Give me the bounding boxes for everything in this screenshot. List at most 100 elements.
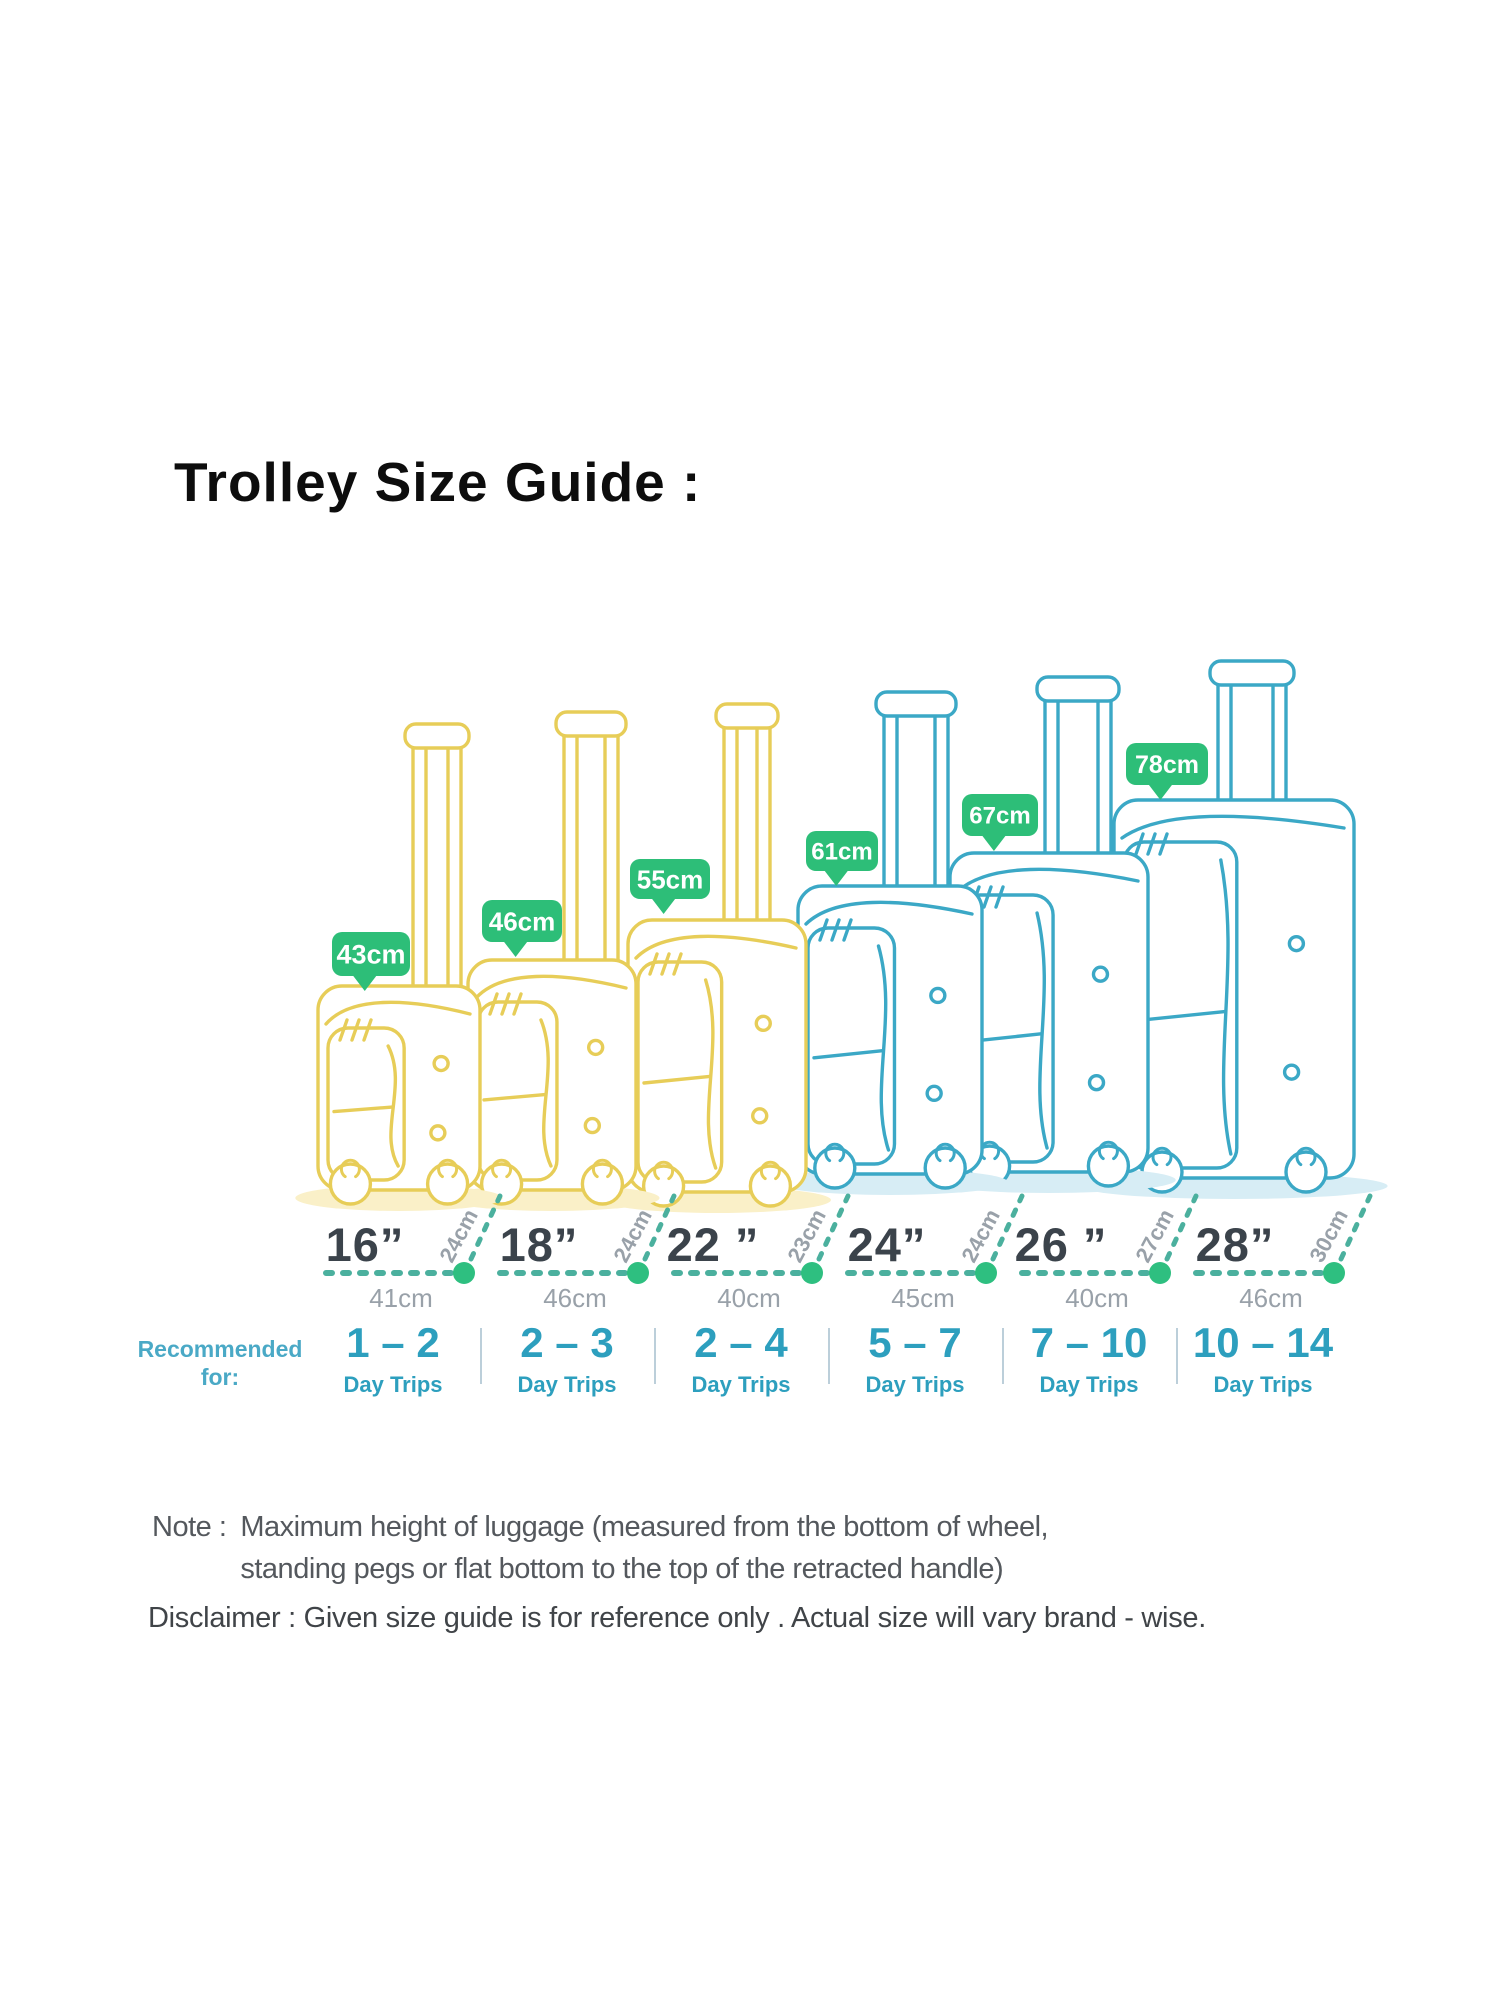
height-badge-24: 61cm	[806, 831, 878, 886]
button-stud	[1287, 934, 1306, 953]
pocket-seam	[642, 1074, 712, 1085]
zipper-slash	[672, 952, 683, 976]
badge-bubble	[630, 859, 710, 899]
trolley-tube	[722, 720, 739, 952]
wheel-hub	[339, 1158, 361, 1179]
button-stud	[751, 1107, 769, 1125]
wheel-hub	[491, 1158, 513, 1179]
trolley-grip	[1208, 659, 1296, 687]
wheel-hub	[1097, 1140, 1119, 1161]
day-range: 7 – 10	[1030, 1319, 1148, 1366]
measure-dot	[1323, 1262, 1345, 1284]
suitcase-16in-illustration	[295, 722, 503, 1211]
depth-measure-dashes	[468, 1193, 503, 1262]
depth-label-22: 23cm	[782, 1205, 830, 1266]
day-trips-label: Day Trips	[517, 1372, 617, 1397]
badge-pointer	[650, 897, 677, 914]
page-title: Trolley Size Guide :	[174, 451, 702, 513]
height-badge-label: 67cm	[969, 803, 1030, 830]
day-trips-label: Day Trips	[1039, 1372, 1139, 1397]
depth-measure-dashes	[1164, 1193, 1199, 1262]
lid-seam	[634, 934, 798, 960]
pocket-seam	[482, 1092, 547, 1102]
button-stud	[1091, 965, 1110, 983]
measure-dot	[453, 1262, 475, 1284]
measure-dot	[801, 1262, 823, 1284]
button-stud	[432, 1054, 450, 1073]
day-range: 1 – 2	[346, 1319, 440, 1366]
day-trips-label: Day Trips	[865, 1372, 965, 1397]
day-range: 10 – 14	[1192, 1319, 1334, 1366]
wheel	[748, 1164, 793, 1208]
wheel-hub	[934, 1142, 956, 1163]
note: Note : Maximum height of luggage (measur…	[152, 1506, 1049, 1590]
trolley-tube	[446, 740, 463, 1018]
badge-pointer	[351, 974, 378, 991]
zipper-slash	[338, 1018, 349, 1042]
depth-label-24: 24cm	[956, 1205, 1004, 1266]
suitcase-body	[316, 984, 482, 1192]
suitcase-22in-illustration	[603, 702, 831, 1213]
day-trips-col-24: 5 – 7 Day Trips	[830, 1322, 1000, 1398]
depth-measure-dashes	[1338, 1193, 1373, 1262]
zipper-slash	[488, 992, 499, 1016]
depth-label-26: 27cm	[1130, 1205, 1178, 1266]
depth-label-16: 24cm	[434, 1205, 482, 1266]
badge-pointer	[1147, 783, 1174, 800]
height-badge-22: 55cm	[630, 859, 710, 914]
button-stud	[1282, 1063, 1301, 1081]
wheel	[923, 1146, 967, 1190]
disclaimer: Disclaimer : Given size guide is for ref…	[148, 1602, 1206, 1634]
pocket-seam	[332, 1105, 394, 1114]
size-inches-label-22: 22 ”	[667, 1218, 760, 1271]
zipper-slash	[648, 952, 659, 976]
button-stud	[429, 1124, 447, 1142]
trolley-grip	[554, 710, 628, 738]
depth-label-28: 30cm	[1304, 1205, 1352, 1266]
button-stud	[583, 1116, 602, 1135]
badge-pointer	[823, 869, 850, 886]
badge-bubble	[806, 831, 878, 871]
trolley-tube	[755, 720, 772, 952]
note-label: Note :	[152, 1511, 227, 1543]
width-label-18: 46cm	[543, 1283, 607, 1313]
trolley-tube	[411, 740, 428, 1018]
depth-label-18: 24cm	[608, 1205, 656, 1266]
zipper-slash	[842, 918, 853, 942]
badge-bubble	[1126, 743, 1208, 785]
trolley-tube	[603, 728, 620, 992]
badge-pointer	[980, 834, 1007, 851]
height-badge-label: 55cm	[637, 864, 704, 894]
day-range: 2 – 3	[520, 1319, 614, 1366]
column-divider	[1176, 1328, 1178, 1384]
button-stud	[586, 1038, 605, 1057]
lid-seam	[1120, 814, 1346, 840]
trolley-tube	[562, 728, 579, 992]
wheel	[1086, 1144, 1131, 1188]
suitcase-28in-illustration	[1080, 659, 1388, 1199]
lid-seam	[324, 1000, 472, 1026]
width-label-16: 41cm	[369, 1283, 433, 1313]
zipper-slash	[982, 885, 993, 909]
button-stud	[929, 986, 947, 1005]
wheel-hub	[824, 1142, 846, 1163]
zipper-slash	[1158, 832, 1169, 856]
day-trips-col-26: 7 – 10 Day Trips	[1004, 1322, 1174, 1398]
lid-seam	[804, 900, 974, 926]
zipper-slash	[660, 952, 671, 976]
height-badge-label: 61cm	[811, 839, 872, 866]
suitcase-body	[466, 958, 638, 1192]
depth-measure-dashes	[816, 1193, 851, 1262]
badge-pointer	[502, 940, 529, 957]
button-stud	[925, 1084, 943, 1103]
zipper-slash	[350, 1018, 361, 1042]
size-inches-label-18: 18”	[500, 1218, 579, 1271]
trolley-grip	[874, 690, 958, 718]
column-divider	[1002, 1328, 1004, 1384]
size-inches-label-26: 26 ”	[1015, 1218, 1108, 1271]
wheel	[328, 1162, 373, 1206]
suitcase-18in-illustration	[444, 710, 660, 1211]
day-range: 5 – 7	[868, 1319, 962, 1366]
height-badge-label: 46cm	[489, 906, 556, 936]
